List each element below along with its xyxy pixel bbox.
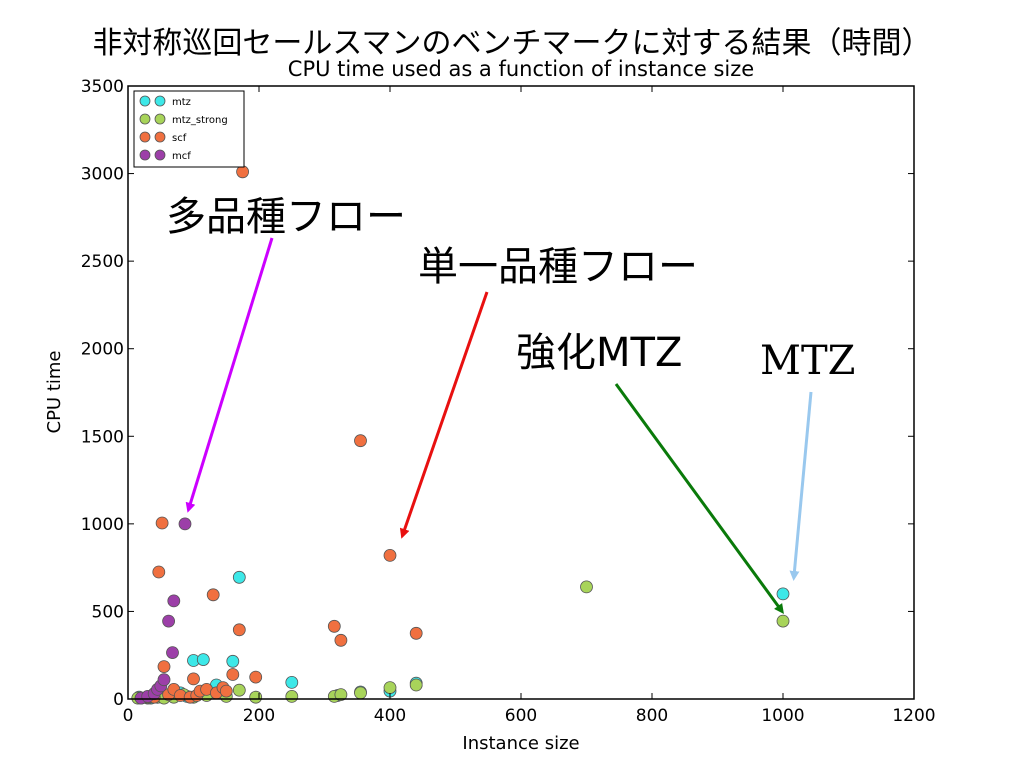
annotation-mtz-strong-label: 強化MTZ bbox=[516, 330, 682, 376]
y-tick-label: 3000 bbox=[81, 165, 124, 185]
data-point-scf bbox=[327, 619, 341, 633]
data-point-mtz_strong bbox=[383, 681, 397, 694]
y-tick-label: 3500 bbox=[81, 77, 124, 97]
y-tick-label: 1000 bbox=[81, 515, 124, 535]
data-point-scf bbox=[187, 672, 200, 686]
x-tick-label: 600 bbox=[505, 706, 537, 726]
data-point-mcf bbox=[162, 614, 176, 628]
plot-frame bbox=[127, 85, 915, 700]
data-point-scf bbox=[157, 660, 171, 673]
legend-label-mtz_strong: mtz_strong bbox=[172, 115, 228, 126]
data-point-mtz bbox=[196, 653, 210, 666]
y-tick-label: 2000 bbox=[81, 340, 124, 360]
legend-marker-mtz bbox=[154, 95, 166, 107]
annotation-mtz-strong-arrow bbox=[614, 383, 784, 615]
data-point-scf bbox=[206, 588, 220, 602]
annotation-mcf-arrow bbox=[185, 237, 274, 513]
y-tick-label: 0 bbox=[113, 690, 124, 710]
data-point-mtz_strong bbox=[354, 686, 367, 700]
legend-label-mcf: mcf bbox=[172, 151, 191, 162]
legend-marker-scf bbox=[139, 131, 151, 143]
y-tick-label: 500 bbox=[92, 602, 124, 622]
data-point-scf bbox=[409, 626, 423, 640]
data-point-scf bbox=[232, 623, 246, 637]
data-point-scf bbox=[155, 516, 169, 530]
legend-label-mtz: mtz bbox=[172, 97, 191, 108]
data-point-scf bbox=[334, 633, 348, 647]
data-point-mtz_strong bbox=[334, 688, 348, 701]
data-point-mtz bbox=[232, 570, 246, 584]
annotation-mtz-strong: 強化MTZ bbox=[516, 330, 784, 615]
data-point-scf bbox=[383, 549, 397, 562]
legend-marker-scf bbox=[154, 131, 166, 143]
annotation-mcf: 多品種フロー bbox=[166, 194, 406, 513]
annotation-mcf-label: 多品種フロー bbox=[166, 194, 406, 240]
x-tick-label: 1000 bbox=[761, 706, 804, 726]
legend-label-scf: scf bbox=[172, 133, 187, 144]
x-tick-label: 400 bbox=[374, 706, 406, 726]
series-mtz bbox=[132, 570, 790, 705]
data-point-mtz_strong bbox=[249, 690, 263, 704]
data-point-mcf bbox=[166, 646, 179, 659]
x-tick-label: 200 bbox=[243, 706, 275, 726]
data-point-mtz_strong bbox=[776, 614, 790, 628]
annotation-mtz-arrow bbox=[789, 391, 813, 581]
series-scf bbox=[134, 165, 423, 705]
data-point-mtz bbox=[776, 587, 790, 601]
data-point-scf bbox=[354, 434, 367, 448]
legend-marker-mcf bbox=[154, 149, 166, 161]
series-mcf bbox=[134, 517, 192, 705]
x-tick-label: 0 bbox=[123, 706, 134, 726]
x-tick-label: 800 bbox=[636, 706, 668, 726]
x-tick-label: 1200 bbox=[892, 706, 935, 726]
chart-title: CPU time used as a function of instance … bbox=[288, 57, 754, 81]
y-tick-label: 2500 bbox=[81, 252, 124, 272]
data-point-scf bbox=[152, 565, 166, 579]
legend-marker-mtz bbox=[139, 95, 151, 107]
ticks-layer: 0 200 400 600 800 1000 1200 0 500 1000 1500 2000 250… bbox=[81, 77, 936, 726]
data-point-mtz_strong bbox=[409, 678, 423, 692]
data-point-scf bbox=[226, 668, 240, 681]
annotation-scf-label: 単一品種フロー bbox=[418, 244, 698, 290]
data-point-mtz_strong bbox=[232, 683, 246, 697]
annotation-mtz: MTZ bbox=[760, 338, 855, 581]
slide-title: 非対称巡回セールスマンのベンチマークに対する結果（時間） bbox=[92, 26, 932, 61]
annotation-scf-arrow bbox=[399, 291, 489, 539]
legend-box bbox=[133, 90, 245, 168]
data-point-mtz bbox=[285, 676, 299, 689]
y-tick-label: 1500 bbox=[81, 427, 124, 447]
series-mtz_strong bbox=[131, 580, 790, 705]
annotation-mtz-label: MTZ bbox=[760, 338, 855, 384]
legend-marker-mtz_strong bbox=[154, 113, 166, 125]
legend-marker-mcf bbox=[139, 149, 151, 161]
data-point-scf bbox=[236, 165, 250, 179]
data-point-mtz_strong bbox=[580, 580, 593, 594]
data-point-mcf bbox=[167, 594, 181, 608]
data-point-mtz_strong bbox=[285, 690, 299, 703]
x-axis-label: Instance size bbox=[462, 733, 579, 754]
data-point-mcf bbox=[157, 673, 171, 687]
data-point-mcf bbox=[178, 517, 192, 531]
data-point-mtz bbox=[226, 654, 240, 668]
data-point-scf bbox=[219, 684, 233, 698]
y-axis-label: CPU time bbox=[44, 351, 65, 434]
data-point-scf bbox=[249, 670, 263, 684]
annotation-scf: 単一品種フロー bbox=[399, 244, 698, 539]
legend-marker-mtz_strong bbox=[139, 113, 151, 125]
